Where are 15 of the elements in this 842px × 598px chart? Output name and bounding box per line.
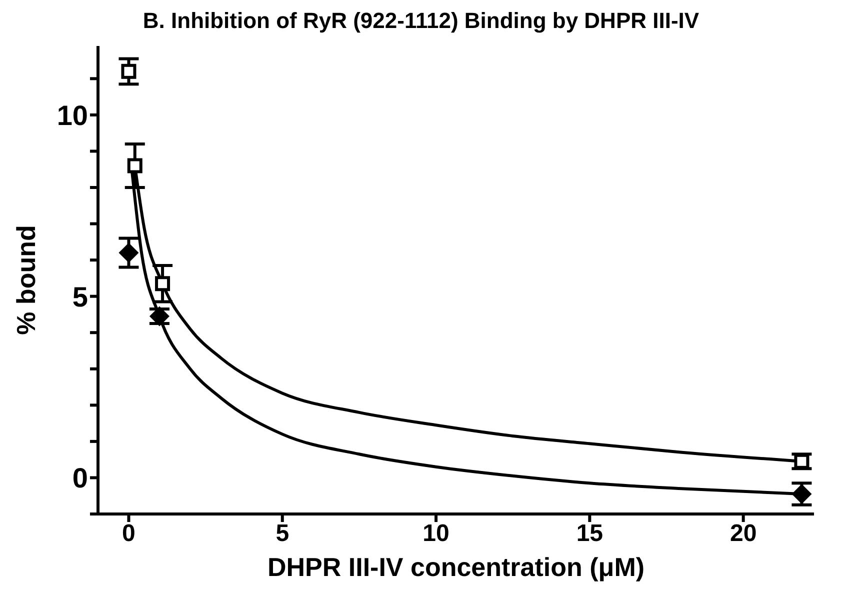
x-tick-label: 5: [276, 520, 290, 548]
x-tick-label: 15: [576, 520, 604, 548]
point: [121, 64, 136, 79]
y-tick-label: 10: [56, 100, 88, 131]
point: [127, 158, 142, 174]
chart-title: B. Inhibition of RyR (922-1112) Binding by DHPR III-IV: [142, 8, 700, 35]
x-axis-title: DHPR III-IV concentration (μM): [267, 552, 645, 582]
x-tick-label: 0: [122, 520, 136, 548]
y-axis-title: % bound: [11, 225, 42, 335]
point: [155, 276, 170, 292]
x-tick-label: 20: [730, 520, 757, 548]
point: [118, 242, 139, 263]
x-tick-label: 10: [422, 520, 450, 548]
y-tick-label: 0: [72, 462, 88, 494]
y-tick-label: 5: [72, 281, 88, 312]
